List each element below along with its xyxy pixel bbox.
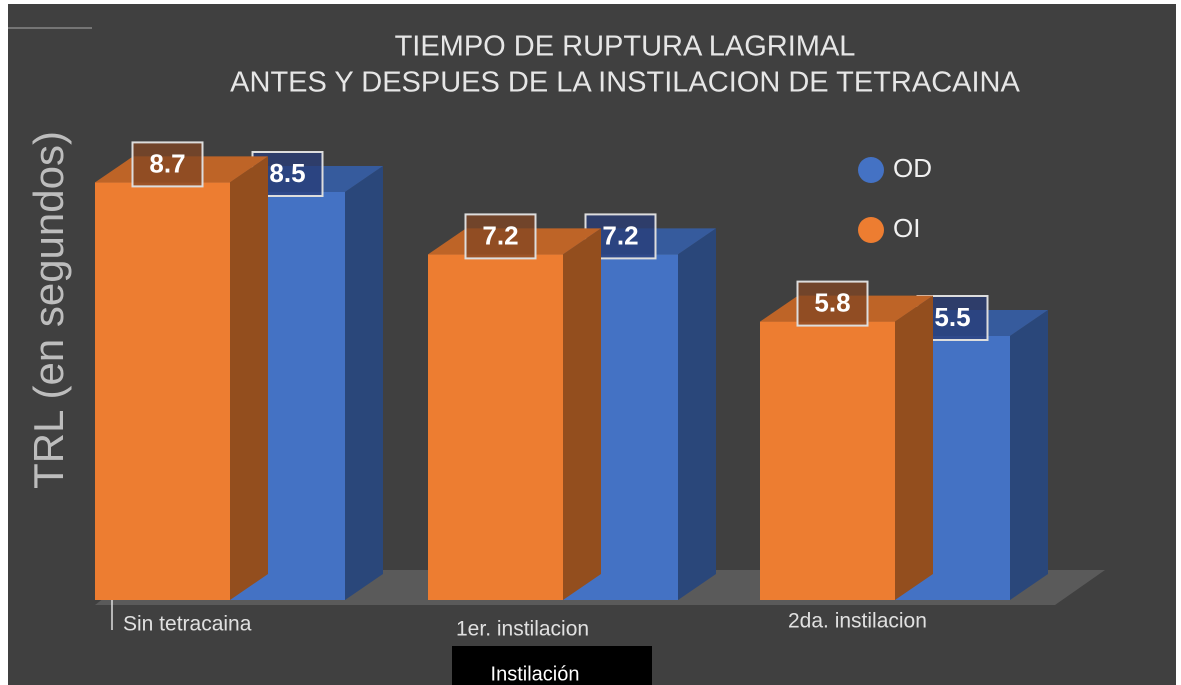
value-label: 5.8 [814, 287, 850, 317]
bar [428, 254, 563, 600]
legend-marker [858, 157, 884, 183]
bar-side [563, 228, 601, 600]
legend-label: OI [893, 213, 920, 243]
value-label: 5.5 [934, 302, 970, 332]
bar-side [345, 166, 383, 600]
x-tick-label: 2da. instilacion [788, 610, 927, 633]
chart-title: TIEMPO DE RUPTURA LAGRIMAL [395, 31, 856, 63]
x-axis-label-box [452, 646, 652, 685]
bar-side [230, 156, 268, 600]
bar-side [678, 228, 716, 600]
bar-side [895, 295, 933, 600]
x-axis-label: Instilación [491, 663, 580, 685]
value-label-box [464, 213, 537, 260]
value-label-box [796, 280, 869, 327]
bar [760, 321, 895, 600]
value-label: 8.7 [149, 148, 185, 178]
legend-label: OD [893, 153, 932, 183]
value-label-box [131, 141, 204, 188]
bar-side [1010, 310, 1048, 600]
x-tick-label: Sin tetracaina [123, 613, 252, 636]
x-tick-label: 1er. instilacion [456, 618, 589, 641]
y-axis-label: TRL (en segundos) [25, 131, 72, 489]
value-label: 8.5 [269, 158, 305, 188]
value-label: 7.2 [602, 220, 638, 250]
chart-subtitle: ANTES Y DESPUES DE LA INSTILACION DE TET… [230, 67, 1020, 99]
value-label: 7.2 [482, 220, 518, 250]
legend-marker [858, 217, 884, 243]
bar [95, 182, 230, 600]
